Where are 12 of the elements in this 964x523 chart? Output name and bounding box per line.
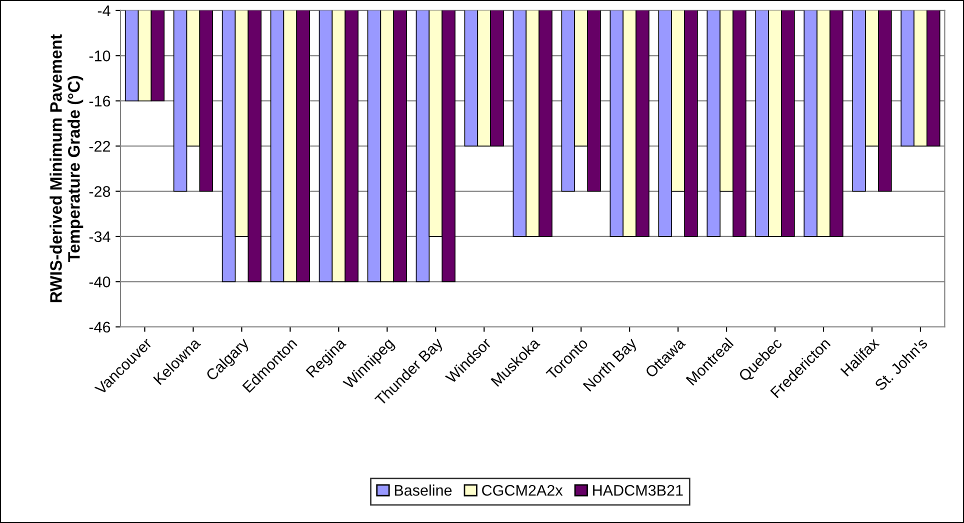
y-tick-label: -34: [89, 231, 110, 242]
y-tick-label: -46: [89, 322, 110, 333]
legend-label: HADCM3B21: [593, 484, 683, 496]
legend-label: Baseline: [394, 484, 452, 496]
y-tick-label: -22: [89, 140, 110, 152]
y-tick-label: -28: [89, 186, 110, 197]
y-tick-label: -4: [98, 5, 110, 16]
y-tick-label: -40: [89, 276, 110, 288]
legend-label: CGCM2A2x: [482, 484, 563, 496]
y-tick-label: -10: [89, 50, 110, 62]
y-axis-title: RWIS-derived Minimum Pavement Temperature Grade (°C): [50, 34, 84, 302]
y-tick-label: -16: [89, 96, 110, 107]
